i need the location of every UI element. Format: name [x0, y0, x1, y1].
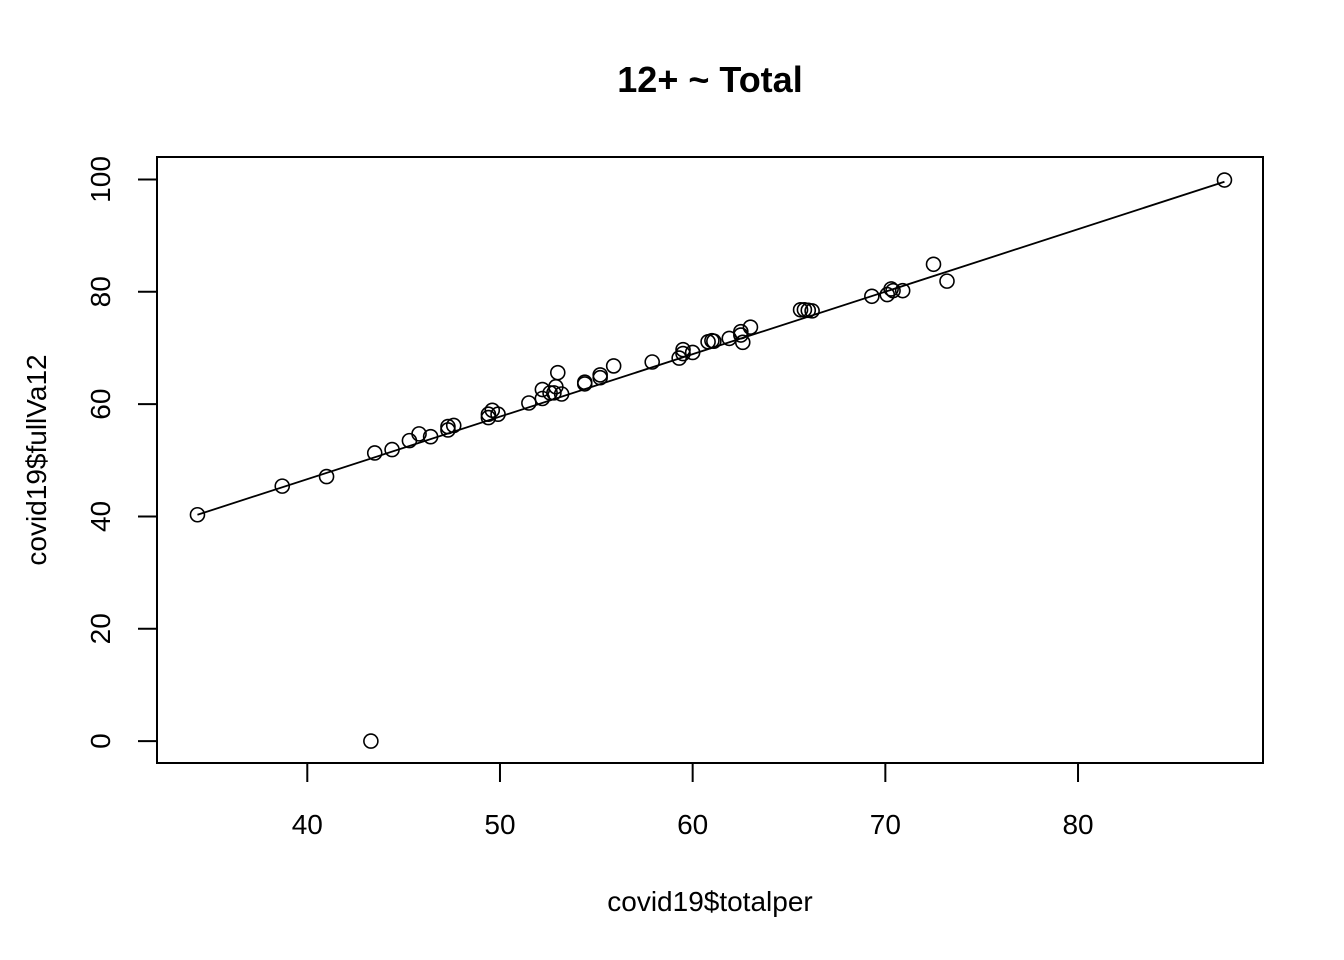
data-point	[1216, 172, 1233, 188]
data-point	[592, 367, 608, 383]
data-point	[480, 406, 497, 423]
data-point	[733, 323, 749, 340]
data-point	[445, 417, 462, 434]
data-point	[675, 345, 691, 362]
x-tick-label: 50	[484, 809, 515, 840]
plot-frame	[156, 156, 1264, 764]
data-point	[576, 374, 593, 391]
y-axis: 0 20 40 60 80 100	[85, 156, 158, 749]
data-point	[885, 282, 901, 299]
data-point	[384, 441, 400, 458]
data-point	[546, 385, 562, 401]
data-point	[521, 395, 537, 411]
data-point	[490, 406, 506, 423]
data-point	[684, 344, 701, 361]
x-axis: 40 50 60 70 80	[292, 762, 1094, 840]
x-tick-label: 70	[870, 809, 901, 840]
data-point	[804, 303, 820, 319]
data-point	[440, 418, 456, 435]
data-point	[605, 358, 622, 374]
data-point	[189, 506, 206, 523]
data-point	[422, 428, 439, 445]
data-point	[675, 341, 691, 358]
data-point	[706, 333, 722, 350]
data-point	[363, 733, 379, 749]
x-axis-label: covid19$totalper	[607, 886, 812, 917]
y-tick-label: 40	[85, 501, 116, 532]
x-tick-label: 40	[292, 809, 323, 840]
y-axis-label: covid19$fullVa12	[21, 354, 52, 565]
y-tick-label: 60	[85, 389, 116, 420]
chart-title: 12+ ~ Total	[617, 59, 802, 100]
data-point	[792, 301, 809, 318]
data-point	[734, 334, 751, 351]
data-point	[894, 282, 911, 299]
data-point	[671, 350, 687, 366]
data-point	[939, 273, 955, 289]
data-point	[925, 256, 942, 273]
data-point	[883, 281, 899, 297]
x-tick-label: 60	[677, 809, 708, 840]
data-point	[742, 319, 759, 335]
x-tick-label: 80	[1062, 809, 1093, 840]
y-tick-label: 100	[85, 156, 116, 203]
data-points	[189, 172, 1233, 749]
y-tick-label: 80	[85, 276, 116, 307]
data-point	[864, 288, 880, 305]
data-point	[644, 354, 660, 370]
data-point	[411, 426, 427, 442]
y-tick-label: 0	[85, 733, 116, 749]
data-point	[553, 386, 570, 402]
y-tick-label: 20	[85, 613, 116, 644]
data-point	[366, 445, 383, 461]
data-point	[274, 478, 291, 494]
data-point	[549, 364, 566, 381]
data-point	[318, 468, 335, 485]
